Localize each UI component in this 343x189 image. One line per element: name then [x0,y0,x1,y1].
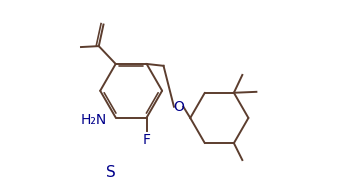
Text: S: S [106,165,115,180]
Text: H₂N: H₂N [81,113,107,127]
Text: F: F [143,132,151,146]
Text: O: O [173,100,184,114]
